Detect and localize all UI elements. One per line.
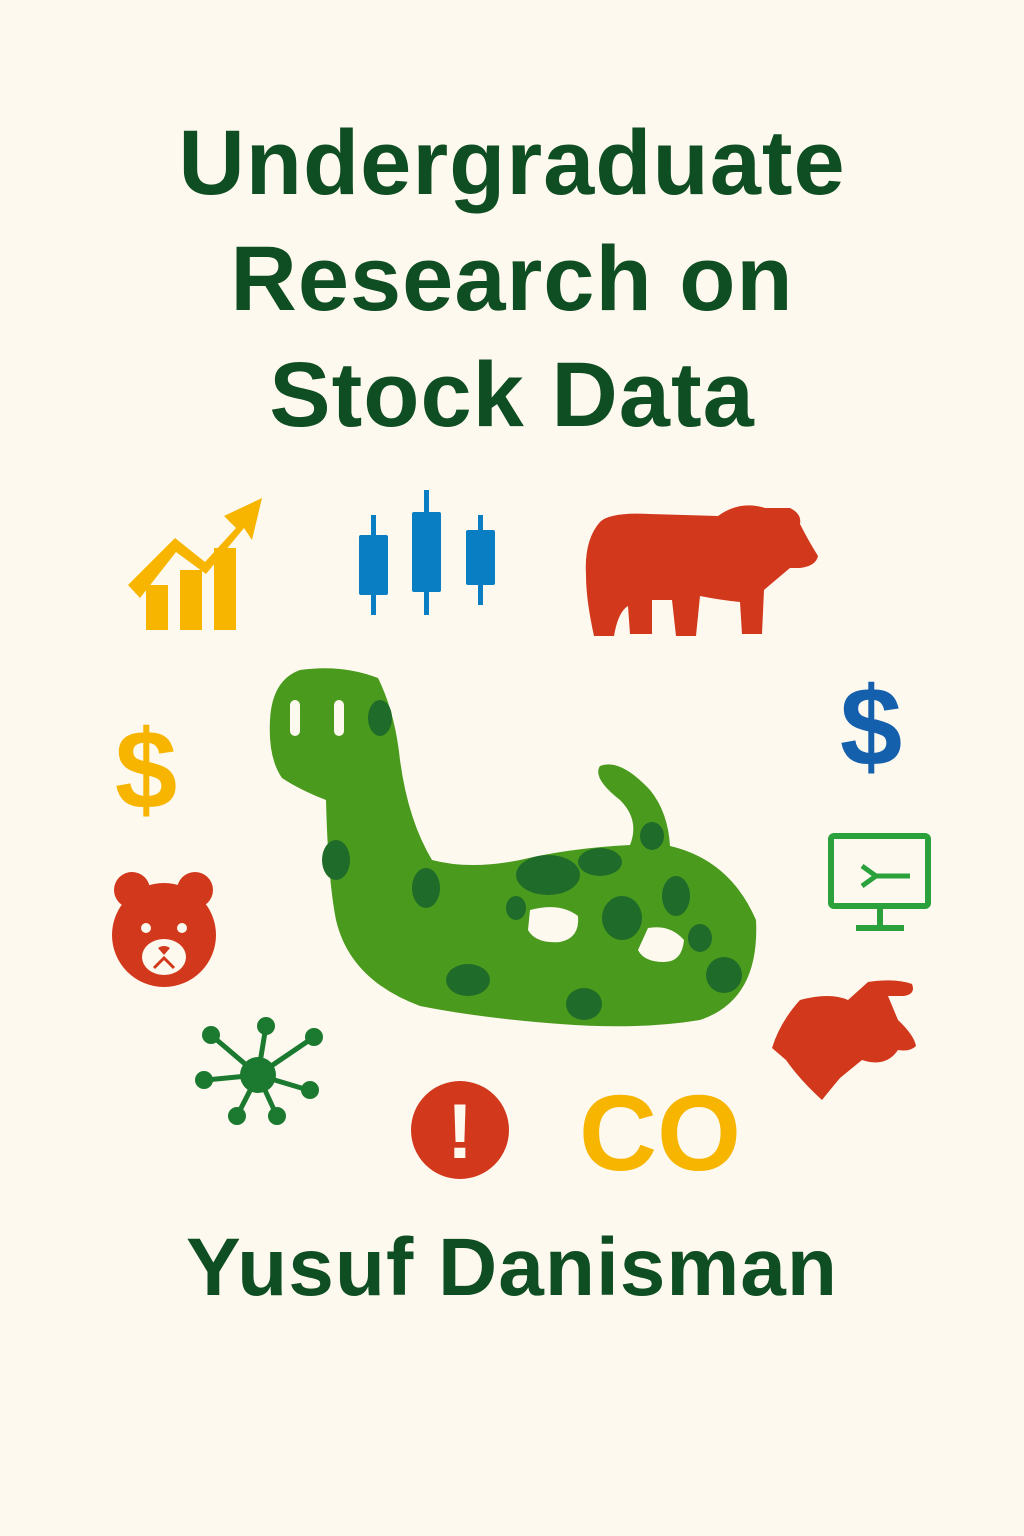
co-label: CO (579, 1072, 741, 1193)
bear-face-icon (112, 872, 216, 987)
title-line-3: Stock Data (269, 344, 755, 446)
candlestick-chart-icon (359, 490, 495, 615)
monitor-terminal-icon (828, 833, 931, 931)
dollar-sign-icon: $ (115, 707, 177, 832)
svg-text:!: ! (447, 1087, 473, 1175)
bull-head-icon (772, 980, 916, 1100)
title-line-1: Undergraduate (178, 112, 846, 214)
growth-chart-arrow-icon (128, 498, 262, 630)
author-name: Yusuf Danisman (186, 1222, 838, 1313)
alert-icon: ! (411, 1081, 509, 1179)
title-line-2: Research on (230, 228, 794, 330)
python-snake-illustration (269, 668, 757, 1027)
bear-icon (585, 505, 818, 636)
cover-title: Undergraduate Research on Stock Data (0, 105, 1024, 453)
network-node-icon (195, 1017, 323, 1125)
dollar-sign-icon: $ (840, 664, 902, 789)
